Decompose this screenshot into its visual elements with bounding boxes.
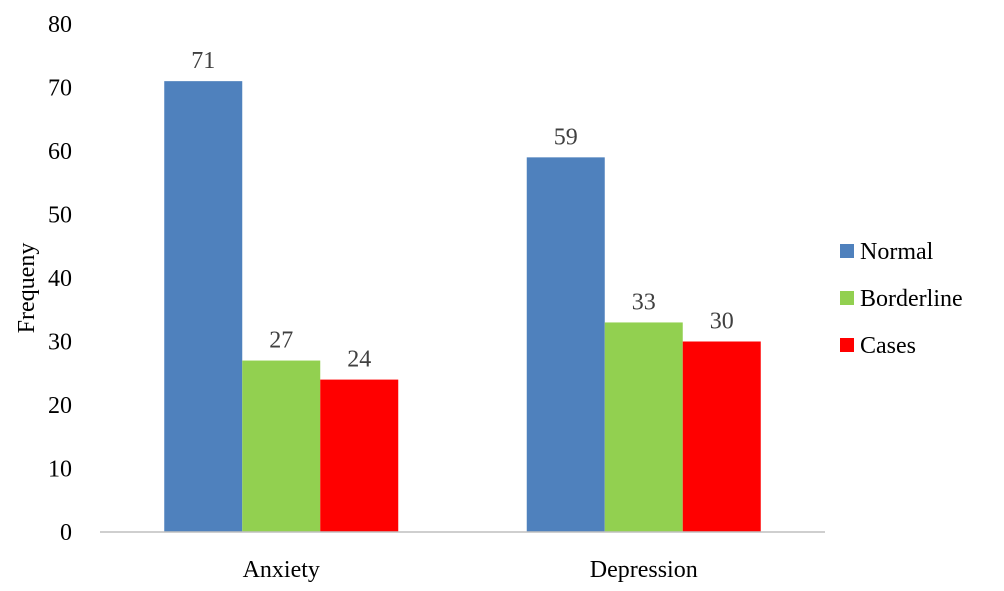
data-label: 27 (269, 328, 293, 354)
x-category-label: Depression (590, 557, 698, 583)
y-tick-label: 60 (48, 139, 72, 165)
y-tick-label: 40 (48, 266, 72, 292)
bar-borderline-depression (605, 322, 683, 532)
bar-cases-anxiety (320, 380, 398, 532)
legend-swatch-normal (840, 244, 854, 258)
y-tick-label: 80 (48, 12, 72, 38)
y-tick-label: 50 (48, 203, 72, 229)
legend-label-borderline: Borderline (860, 286, 963, 312)
data-label: 71 (191, 48, 215, 74)
data-label: 59 (554, 124, 578, 150)
y-tick-label: 10 (48, 457, 72, 483)
y-axis: 0 10 20 30 40 50 60 70 80 (48, 12, 72, 546)
legend: Normal Borderline Cases (840, 239, 963, 359)
bars (164, 81, 761, 532)
bar-cases-depression (683, 342, 761, 533)
x-category-label: Anxiety (243, 557, 320, 583)
data-label: 24 (347, 347, 371, 373)
legend-swatch-borderline (840, 291, 854, 305)
y-axis-title: Frequeny (14, 243, 40, 334)
data-label: 33 (632, 289, 656, 315)
bar-normal-anxiety (164, 81, 242, 532)
legend-swatch-cases (840, 338, 854, 352)
y-tick-label: 0 (60, 520, 72, 546)
y-tick-label: 20 (48, 393, 72, 419)
legend-label-normal: Normal (860, 239, 934, 265)
x-axis: Anxiety Depression (243, 557, 698, 583)
bar-normal-depression (527, 157, 605, 532)
y-tick-label: 70 (48, 76, 72, 102)
y-tick-label: 30 (48, 330, 72, 356)
legend-label-cases: Cases (860, 333, 916, 359)
bar-borderline-anxiety (242, 361, 320, 532)
data-label: 30 (710, 309, 734, 335)
